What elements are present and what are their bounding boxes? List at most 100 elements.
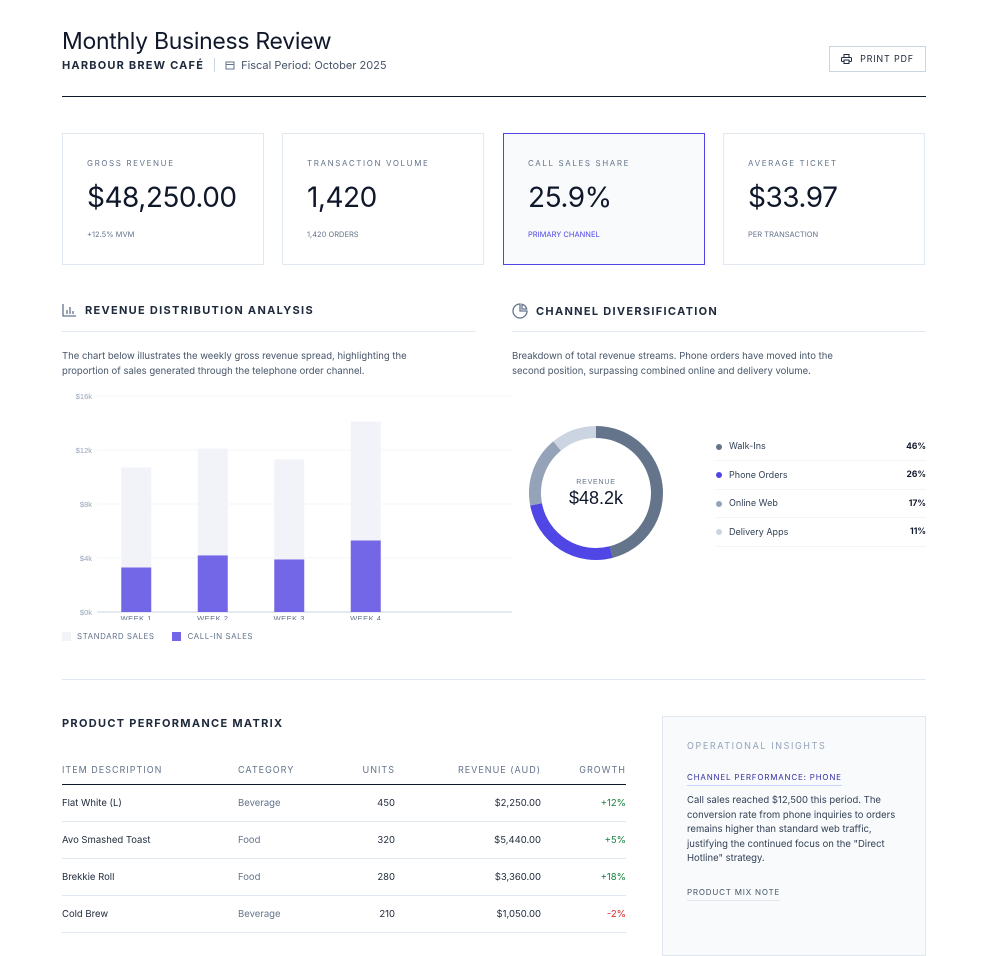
x-tick-label: WEEK 2: [197, 614, 228, 620]
donut-segment: [553, 426, 597, 451]
channel-donut: REVENUE $48.2k: [529, 426, 663, 560]
table-title: PRODUCT PERFORMANCE MATRIX: [62, 716, 284, 730]
table-cell: Food: [238, 871, 261, 883]
brand: HARBOUR BREW CAFÉ: [62, 58, 205, 72]
pie-icon: [512, 303, 528, 319]
insights-panel: OPERATIONAL INSIGHTS CHANNEL PERFORMANCE…: [662, 716, 926, 956]
y-tick-label: $4k: [80, 554, 92, 563]
donut-legend-row: Walk-Ins 46%: [716, 433, 926, 461]
column-header: CATEGORY: [238, 765, 295, 776]
donut-segment: [595, 426, 663, 558]
y-tick-label: $0k: [80, 608, 92, 617]
kpi-card: GROSS REVENUE $48,250.00 +12.5% MVM: [62, 133, 264, 265]
kpi-card: TRANSACTION VOLUME 1,420 1,420 ORDERS: [282, 133, 484, 265]
legend-label: STANDARD SALES: [77, 631, 155, 641]
table-cell: +12%: [600, 797, 626, 809]
column-header: UNITS: [362, 765, 395, 776]
print-button[interactable]: PRINT PDF: [829, 46, 926, 72]
legend-swatch: [62, 631, 71, 641]
kpi-value: $48,250.00: [87, 180, 237, 214]
table-row: Brekkie Roll Food 280 $3,360.00 +18%: [62, 859, 626, 896]
product-table: ITEM DESCRIPTION CATEGORY UNITS REVENUE (AU…: [62, 757, 626, 933]
kpi-note: +12.5% MVM: [87, 230, 135, 239]
kpi-value: $33.97: [748, 180, 838, 214]
bar-segment: [121, 567, 152, 612]
table-cell: Beverage: [238, 797, 281, 809]
button-label: PRINT PDF: [860, 53, 914, 65]
donut-legend-row: Online Web 17%: [716, 490, 926, 518]
legend-value: 26%: [906, 470, 926, 480]
insight-text: Call sales reached $12,500 this period. …: [687, 795, 896, 864]
bar-segment: [350, 540, 381, 612]
donut-segment: [529, 441, 562, 506]
printer-icon: [841, 54, 853, 64]
heading-text: CHANNEL DIVERSIFICATION: [536, 304, 719, 318]
chart-legend: STANDARD SALES CALL-IN SALES: [62, 631, 253, 641]
x-tick-label: WEEK 1: [121, 614, 152, 620]
y-tick-label: $8k: [80, 500, 92, 509]
section-divider: [62, 679, 926, 680]
table-cell: Food: [238, 834, 261, 846]
calendar-icon: [225, 61, 235, 70]
donut-center-label: REVENUE: [576, 479, 615, 486]
subtitle: HARBOUR BREW CAFÉ Fiscal Period: October…: [62, 58, 387, 72]
kpi-card: CALL SALES SHARE 25.9% PRIMARY CHANNEL: [503, 133, 705, 265]
bar-segment: [274, 559, 305, 612]
column-header: GROWTH: [579, 765, 626, 776]
kpi-note: PER TRANSACTION: [748, 230, 819, 239]
legend-value: 17%: [908, 498, 926, 509]
section-heading: REVENUE DISTRIBUTION ANALYSIS: [62, 303, 314, 317]
table-row: Cold Brew Beverage 210 $1,050.00 -2%: [62, 896, 626, 933]
legend-item: CALL-IN SALES: [172, 631, 253, 641]
page: {"header":{"title":"Monthly Business Rev…: [62, 27, 926, 956]
table-cell: $1,050.00: [496, 908, 541, 920]
kpi-label: AVERAGE TICKET: [748, 158, 838, 168]
column-header: REVENUE (AUD): [457, 765, 541, 776]
donut-segment: [530, 503, 613, 560]
table-cell: 210: [379, 908, 395, 920]
kpi-label: TRANSACTION VOLUME: [307, 158, 430, 168]
section-description: Breakdown of total revenue streams. Phon…: [512, 351, 833, 377]
table-row: Flat White (L) Beverage 450 $2,250.00 +12%: [62, 785, 626, 822]
legend-label: Phone Orders: [729, 469, 788, 481]
period: Fiscal Period: October 2025: [225, 58, 387, 72]
table-cell: 320: [377, 834, 395, 846]
insight-heading: CHANNEL PERFORMANCE: PHONE: [687, 772, 842, 786]
table-cell: 450: [377, 797, 395, 809]
table-cell: -2%: [606, 908, 626, 920]
insight-heading: PRODUCT MIX NOTE: [687, 887, 781, 901]
bar-segment: [350, 421, 381, 541]
legend-dot: [716, 500, 722, 507]
legend-item: STANDARD SALES: [62, 631, 154, 641]
legend-dot: [716, 443, 722, 450]
donut-center-value: $48.2k: [569, 488, 624, 508]
y-tick-label: $16k: [76, 392, 93, 401]
section-rule: [62, 331, 476, 332]
kpi-label: CALL SALES SHARE: [528, 158, 631, 168]
table-cell: 280: [377, 871, 395, 883]
insights-title: OPERATIONAL INSIGHTS: [687, 741, 827, 752]
x-tick-label: WEEK 4: [350, 614, 381, 620]
table-row: Avo Smashed Toast Food 320 $5,440.00 +5%: [62, 822, 626, 859]
bar-segment: [121, 467, 152, 568]
table-cell: Cold Brew: [62, 908, 109, 920]
chart-icon: [62, 304, 76, 317]
table-cell: +5%: [604, 834, 626, 846]
kpi-label: GROSS REVENUE: [87, 158, 175, 168]
legend-label: Walk-Ins: [729, 441, 766, 452]
table-cell: +18%: [600, 871, 626, 883]
section-heading: CHANNEL DIVERSIFICATION: [512, 303, 718, 319]
kpi-value: 1,420: [307, 180, 377, 214]
legend-swatch: [172, 631, 182, 641]
donut-legend-row: Phone Orders 26%: [716, 462, 926, 490]
legend-label: Delivery Apps: [729, 526, 789, 538]
table-cell: Beverage: [238, 908, 281, 920]
page-title: Monthly Business Review: [62, 27, 332, 55]
donut-legend-row: Delivery Apps 11%: [716, 519, 926, 547]
table-cell: $2,250.00: [494, 797, 541, 809]
table-cell: Brekkie Roll: [62, 871, 115, 883]
heading-text: REVENUE DISTRIBUTION ANALYSIS: [85, 303, 314, 317]
table-cell: Avo Smashed Toast: [62, 834, 151, 846]
kpi-card: AVERAGE TICKET $33.97 PER TRANSACTION: [723, 133, 925, 265]
legend-label: CALL-IN SALES: [187, 631, 254, 641]
